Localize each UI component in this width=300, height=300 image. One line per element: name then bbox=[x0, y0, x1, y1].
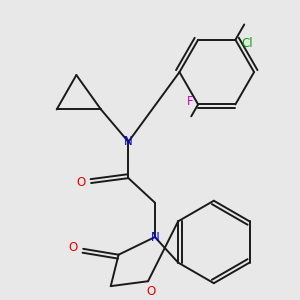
Text: O: O bbox=[76, 176, 86, 189]
Text: Cl: Cl bbox=[242, 37, 253, 50]
Text: O: O bbox=[69, 241, 78, 254]
Text: N: N bbox=[124, 135, 133, 148]
Text: F: F bbox=[187, 95, 194, 108]
Text: N: N bbox=[151, 230, 159, 244]
Text: O: O bbox=[146, 285, 156, 298]
